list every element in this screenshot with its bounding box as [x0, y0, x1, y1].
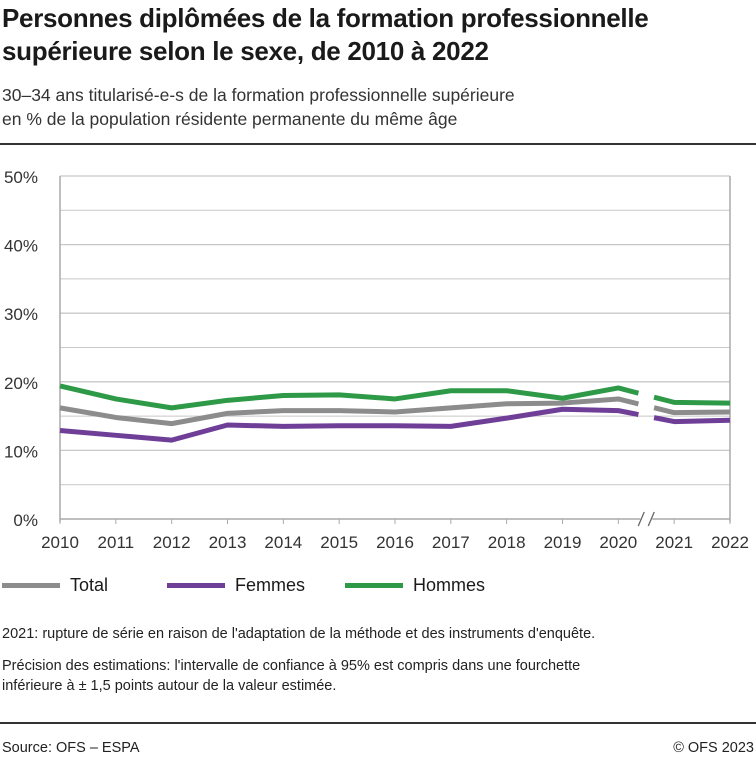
- note-precision: Précision des estimations: l'intervalle …: [2, 656, 580, 696]
- divider: [0, 722, 756, 724]
- x-tick-label: 2018: [488, 533, 526, 552]
- divider: [0, 143, 756, 145]
- x-tick-label: 2016: [376, 533, 414, 552]
- legend-label: Hommes: [413, 575, 486, 595]
- line-chart: 0% 10% 20% 30% 40% 50% 2010 2011 2012 2013 2014 201…: [4, 168, 749, 552]
- x-tick-label: 2010: [41, 533, 79, 552]
- series-line-hommes: [59, 383, 640, 411]
- series-line-total: [59, 396, 640, 427]
- y-tick-label: 0%: [13, 511, 38, 530]
- x-tick-label: 2011: [98, 533, 135, 552]
- note-line: Précision des estimations: l'intervalle …: [2, 658, 581, 674]
- x-tick-label: 2015: [320, 533, 358, 552]
- axis-break-mark: [647, 511, 655, 527]
- chart-title: Personnes diplômées de la formation prof…: [2, 3, 649, 66]
- x-tick-label: 2014: [264, 533, 302, 552]
- series-line-hommes-after-break: [653, 394, 731, 406]
- x-tick-label: 2017: [432, 533, 470, 552]
- x-tick-label: 2012: [153, 533, 191, 552]
- y-tick-label: 20%: [4, 374, 38, 393]
- y-tick-label: 10%: [4, 442, 38, 461]
- y-tick-label: 40%: [4, 237, 38, 256]
- note-line: inférieure à ± 1,5 points autour de la v…: [2, 678, 337, 694]
- subtitle-line: en % de la population résidente permanen…: [2, 109, 458, 129]
- copyright: © OFS 2023: [673, 740, 754, 756]
- x-tick-label: 2021: [655, 533, 693, 552]
- legend-item-total: Total: [2, 575, 167, 596]
- legend-swatch: [345, 583, 403, 588]
- series-line-femmes-after-break: [653, 415, 731, 425]
- legend: Total Femmes Hommes: [0, 575, 485, 596]
- series-line-total-after-break: [653, 405, 731, 416]
- chart-subtitle: 30–34 ans titularisé-e-s de la formation…: [2, 83, 515, 131]
- legend-item-hommes: Hommes: [345, 575, 485, 596]
- y-tick-label: 30%: [4, 305, 38, 324]
- legend-swatch: [2, 583, 60, 588]
- source: Source: OFS – ESPA: [2, 740, 140, 756]
- legend-label: Total: [70, 575, 109, 595]
- note-break: 2021: rupture de série en raison de l'ad…: [2, 626, 596, 642]
- legend-item-femmes: Femmes: [167, 575, 345, 596]
- x-tick-label: 2013: [209, 533, 247, 552]
- break-mask: [640, 511, 653, 527]
- legend-label: Femmes: [235, 575, 306, 595]
- legend-swatch: [167, 583, 225, 588]
- x-tick-label: 2022: [711, 533, 749, 552]
- y-tick-label: 50%: [4, 168, 38, 187]
- subtitle-line: 30–34 ans titularisé-e-s de la formation…: [2, 85, 515, 105]
- x-tick-label: 2019: [544, 533, 582, 552]
- x-tick-label: 2020: [599, 533, 637, 552]
- axis-break-mark: [637, 511, 645, 527]
- series-line-femmes: [59, 406, 639, 443]
